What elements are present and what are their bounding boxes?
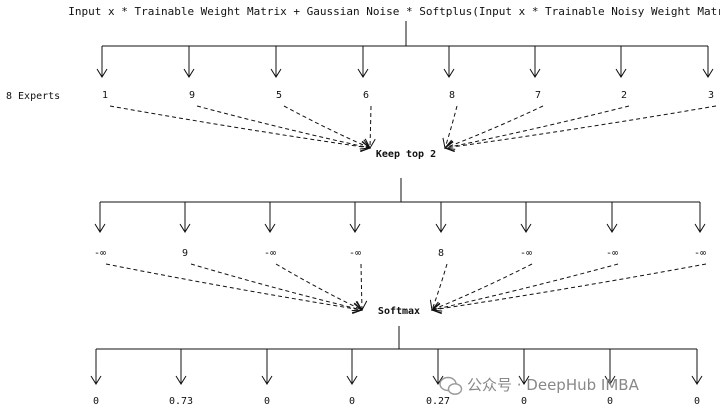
arrow-down-icon	[694, 202, 706, 233]
dashed-arrow-icon	[430, 263, 619, 314]
masked-score: -∞	[520, 248, 532, 259]
dashed-arrow-icon	[443, 105, 630, 152]
arrow-down-icon	[183, 46, 195, 78]
branch-1	[102, 21, 708, 47]
branch-3	[96, 326, 697, 350]
expert-score: 6	[363, 90, 369, 101]
gate-output: 0	[521, 396, 527, 407]
expert-score: 5	[276, 90, 282, 101]
gate-output: 0.27	[426, 396, 450, 407]
dashed-arrow-icon	[364, 105, 376, 150]
branch-1-arrows	[96, 46, 714, 78]
branch-2	[100, 178, 700, 203]
masked-score: -∞	[606, 248, 618, 259]
arrow-down-icon	[261, 349, 273, 385]
dashed-arrow-icon	[431, 263, 533, 312]
gate-output: 0.73	[169, 396, 193, 407]
arrow-down-icon	[357, 46, 369, 78]
experts-label: 8 Experts	[6, 91, 60, 102]
arrow-down-icon	[691, 349, 703, 385]
gate-output: 0	[349, 396, 355, 407]
masked-scores-row: -∞ 9 -∞ -∞ 8 -∞ -∞ -∞	[94, 248, 706, 259]
dashed-arrow-icon	[196, 105, 372, 152]
gate-outputs-row: 0 0.73 0 0 0.27 0 0 0	[93, 396, 700, 407]
expert-score: 9	[189, 90, 195, 101]
arrow-down-icon	[529, 46, 541, 78]
arrow-down-icon	[270, 46, 282, 78]
expert-scores-row: 1 9 5 6 8 7 2 3	[102, 90, 714, 101]
gate-output: 0	[264, 396, 270, 407]
arrow-down-icon	[443, 46, 455, 78]
masked-score: -∞	[264, 248, 276, 259]
watermark: 公众号 · DeepHub IMBA	[439, 376, 640, 395]
arrow-down-icon	[518, 349, 530, 385]
dashed-arrow-icon	[275, 263, 363, 312]
arrow-down-icon	[520, 202, 532, 233]
dashed-arrows-to-topk	[109, 105, 717, 153]
expert-score: 1	[102, 90, 108, 101]
dashed-arrow-icon	[429, 263, 448, 311]
masked-score: 8	[438, 248, 444, 259]
dashed-arrow-icon	[442, 105, 458, 149]
masked-score: -∞	[349, 248, 361, 259]
arrow-down-icon	[96, 46, 108, 78]
arrow-down-icon	[264, 202, 276, 233]
arrow-down-icon	[432, 349, 444, 385]
arrow-down-icon	[90, 349, 102, 385]
gate-output: 0	[694, 396, 700, 407]
gate-output: 0	[607, 396, 613, 407]
formula-text: Input x * Trainable Weight Matrix + Gaus…	[68, 5, 720, 18]
arrow-down-icon	[435, 202, 447, 233]
dashed-arrow-icon	[444, 105, 544, 150]
arrow-down-icon	[179, 202, 191, 233]
branch-2-arrows	[94, 202, 706, 233]
arrow-down-icon	[606, 202, 618, 233]
arrow-down-icon	[349, 202, 361, 233]
dashed-arrow-icon	[105, 263, 364, 314]
arrow-down-icon	[604, 349, 616, 385]
masked-score: 9	[182, 248, 188, 259]
arrow-down-icon	[615, 46, 627, 78]
keep-top-2-node: Keep top 2	[376, 149, 436, 160]
branch-3-arrows	[90, 349, 703, 385]
arrow-down-icon	[346, 349, 358, 385]
arrow-down-icon	[702, 46, 714, 78]
dashed-arrow-icon	[443, 105, 717, 153]
dashed-arrow-icon	[283, 105, 371, 150]
gate-output: 0	[93, 396, 99, 407]
expert-score: 8	[449, 90, 455, 101]
wechat-logo-icon	[439, 376, 463, 395]
dashed-arrow-icon	[190, 263, 364, 314]
dashed-arrow-icon	[430, 263, 707, 315]
masked-score: -∞	[94, 248, 106, 259]
dashed-arrow-icon	[356, 263, 368, 312]
masked-score: -∞	[694, 248, 706, 259]
expert-score: 2	[621, 90, 627, 101]
expert-score: 3	[708, 90, 714, 101]
expert-score: 7	[535, 90, 541, 101]
watermark-text: 公众号 · DeepHub IMBA	[467, 376, 640, 394]
softmax-node: Softmax	[378, 306, 420, 317]
arrow-down-icon	[94, 202, 106, 233]
arrow-down-icon	[175, 349, 187, 385]
dashed-arrows-to-softmax	[105, 263, 707, 315]
dashed-arrow-icon	[109, 105, 372, 153]
